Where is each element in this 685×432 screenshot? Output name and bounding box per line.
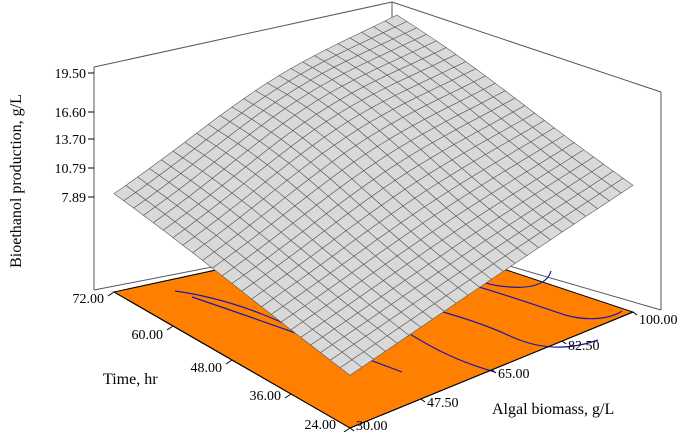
biomass-tick-mark (561, 340, 567, 345)
biomass-tick-label: 65.00 (498, 367, 530, 382)
z-axis: 19.50 16.60 13.70 10.79 7.89 Bioethanol … (8, 67, 94, 268)
biomass-tick-mark (420, 398, 426, 403)
time-tick-label: 72.00 (73, 292, 105, 307)
z-tick-label: 16.60 (55, 106, 87, 121)
biomass-tick-label: 30.00 (356, 419, 388, 432)
biomass-tick-mark (349, 427, 355, 432)
algal-biomass-axis: 30.00 47.50 65.00 82.50 100.00 Algal bio… (349, 311, 678, 432)
response-surface (113, 14, 634, 376)
z-axis-title: Bioethanol production, g/L (8, 94, 25, 268)
surface-cell (339, 359, 363, 376)
box-edge-top-right (391, 1, 662, 93)
time-tick-mark (284, 393, 292, 399)
biomass-tick-label: 82.50 (568, 339, 600, 354)
time-tick-mark (343, 427, 351, 432)
biomass-tick-label: 100.00 (639, 313, 678, 328)
z-tick-label: 13.70 (55, 133, 87, 148)
time-tick-label: 48.00 (191, 361, 223, 376)
time-tick-mark (225, 359, 233, 365)
box-edge-top-left (93, 1, 393, 68)
time-tick-label: 36.00 (250, 389, 282, 404)
time-tick-label: 60.00 (132, 328, 164, 343)
time-tick-mark (107, 291, 115, 297)
biomass-axis-title: Algal biomass, g/L (492, 401, 614, 418)
time-tick-mark (166, 325, 174, 331)
z-tick-label: 19.50 (55, 67, 87, 82)
z-tick-label: 7.89 (62, 191, 87, 206)
time-axis: 72.00 60.00 48.00 36.00 24.00 Time, hr (73, 291, 351, 432)
axis-line-algal-biomass (349, 311, 634, 429)
biomass-tick-mark (632, 311, 638, 316)
time-tick-label: 24.00 (305, 418, 337, 432)
biomass-tick-label: 47.50 (427, 396, 459, 411)
biomass-tick-mark (491, 369, 497, 374)
time-axis-title: Time, hr (103, 371, 158, 388)
z-tick-label: 10.79 (55, 162, 87, 177)
